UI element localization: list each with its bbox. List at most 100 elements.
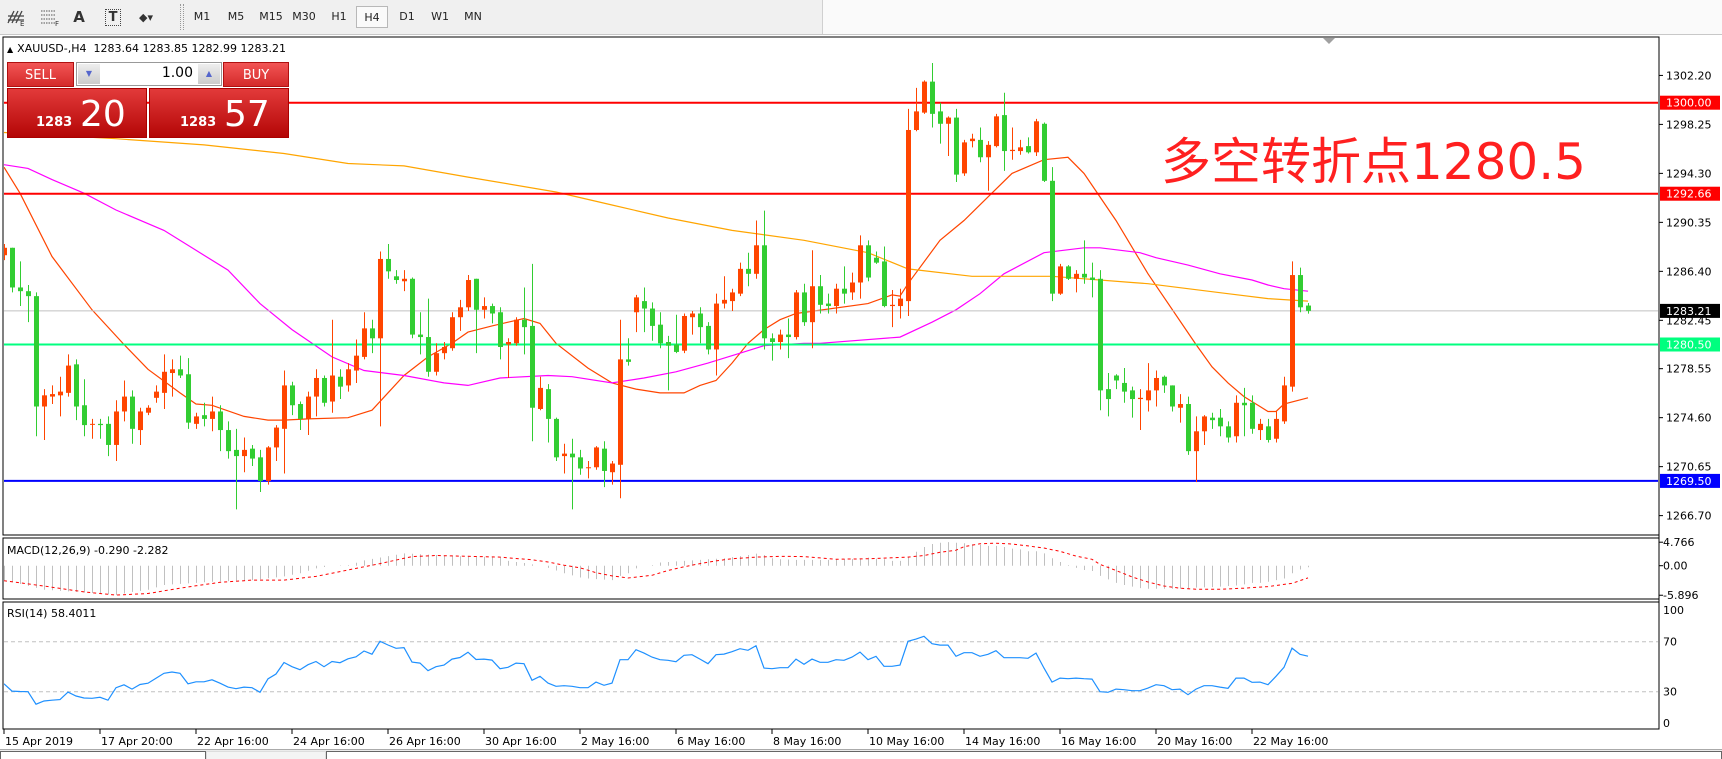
sell-button[interactable]: SELL bbox=[7, 62, 74, 87]
sell-price-box[interactable]: 1283 20 bbox=[7, 88, 147, 138]
candle bbox=[866, 240, 871, 282]
candle-body bbox=[90, 423, 95, 425]
chart-shift-marker[interactable] bbox=[1323, 38, 1335, 44]
candle bbox=[554, 417, 559, 462]
timeframe-h1[interactable]: H1 bbox=[331, 10, 347, 23]
candle bbox=[522, 287, 527, 355]
candle bbox=[642, 287, 647, 333]
timeframe-m30[interactable]: M30 bbox=[292, 10, 316, 23]
price-tick-label: 1298.25 bbox=[1666, 118, 1712, 131]
candle-body bbox=[1106, 389, 1111, 400]
candle-body bbox=[154, 391, 159, 398]
ohlc-values: 1283.64 1283.85 1282.99 1283.21 bbox=[93, 42, 286, 55]
candle-body bbox=[898, 298, 903, 307]
candle-body bbox=[714, 303, 719, 350]
candle-body bbox=[378, 258, 383, 339]
candle-body bbox=[274, 427, 279, 448]
time-tick-label: 30 Apr 16:00 bbox=[485, 735, 557, 748]
collapse-triangle-icon[interactable]: ▲ bbox=[7, 45, 14, 54]
candle-body bbox=[26, 291, 31, 297]
candle-body bbox=[1130, 390, 1135, 400]
candle bbox=[890, 289, 895, 328]
candle-body bbox=[930, 81, 935, 114]
lot-size-field[interactable]: ▼ 1.00 ▲ bbox=[76, 62, 222, 86]
candle-body bbox=[162, 371, 167, 393]
timeframe-w1[interactable]: W1 bbox=[431, 10, 449, 23]
pivot-annotation-text[interactable]: 多空转折点1280.5 bbox=[1161, 133, 1586, 191]
candle-body bbox=[266, 447, 271, 481]
elliott-wave-icon[interactable]: E bbox=[4, 5, 30, 29]
time-axis: 15 Apr 2019 17 Apr 20:00 22 Apr 16:00 24 Ap… bbox=[3, 729, 1328, 748]
buy-price-box[interactable]: 1283 57 bbox=[149, 88, 289, 138]
timeframe-m5[interactable]: M5 bbox=[227, 10, 245, 23]
candle bbox=[1274, 411, 1279, 443]
timeframe-d1[interactable]: D1 bbox=[399, 10, 415, 23]
candle-body bbox=[610, 463, 615, 473]
candle-body bbox=[586, 467, 591, 469]
moving-average-line-1 bbox=[4, 156, 1309, 421]
candle bbox=[1178, 394, 1183, 423]
candle bbox=[778, 329, 783, 350]
candle-body bbox=[914, 111, 919, 130]
candle bbox=[138, 407, 143, 445]
candle-body bbox=[1202, 416, 1207, 432]
price-tick-label: 1286.40 bbox=[1666, 265, 1712, 278]
toolbar-separator bbox=[180, 4, 184, 30]
candle bbox=[98, 418, 103, 439]
candle bbox=[474, 278, 479, 354]
candle-body bbox=[178, 369, 183, 376]
candle-body bbox=[578, 457, 583, 469]
candle-body bbox=[970, 138, 975, 142]
candle bbox=[370, 319, 375, 354]
price-tick-label: 1278.55 bbox=[1666, 363, 1712, 376]
buy-button[interactable]: BUY bbox=[223, 62, 289, 87]
candle bbox=[578, 449, 583, 475]
fibonacci-icon[interactable]: F bbox=[37, 5, 63, 29]
candle bbox=[1146, 363, 1151, 412]
candle bbox=[930, 63, 935, 128]
lot-size-value[interactable]: 1.00 bbox=[161, 65, 193, 81]
arrows-dropdown-icon[interactable]: ◆▾ bbox=[139, 10, 153, 24]
candle bbox=[306, 391, 311, 436]
candle bbox=[4, 244, 7, 261]
moving-average-line-3 bbox=[4, 131, 1309, 302]
rsi-title: RSI(14) 58.4011 bbox=[7, 607, 96, 620]
candle bbox=[130, 390, 135, 444]
candle-body bbox=[602, 448, 607, 471]
candle-body bbox=[874, 257, 879, 263]
candle-body bbox=[130, 396, 135, 429]
candle-body bbox=[290, 385, 295, 406]
chart-tab-active[interactable] bbox=[206, 751, 326, 759]
candle bbox=[714, 293, 719, 376]
candle-body bbox=[570, 453, 575, 458]
timeframe-h4[interactable]: H4 bbox=[356, 6, 388, 28]
timeframe-mn[interactable]: MN bbox=[464, 10, 482, 23]
candle bbox=[114, 400, 119, 462]
candle-body bbox=[394, 276, 399, 281]
candle-body bbox=[1306, 305, 1311, 311]
candle bbox=[1042, 122, 1047, 183]
candle bbox=[722, 276, 727, 309]
text-icon[interactable]: A bbox=[73, 8, 85, 26]
candle-body bbox=[1042, 123, 1047, 181]
candle-body bbox=[802, 292, 807, 323]
timeframe-m15[interactable]: M15 bbox=[259, 10, 283, 23]
candle bbox=[66, 354, 71, 397]
candle-body bbox=[98, 423, 103, 426]
candle bbox=[1114, 374, 1119, 390]
lot-decrease-button[interactable]: ▼ bbox=[78, 64, 100, 84]
timeframe-m1[interactable]: M1 bbox=[193, 10, 211, 23]
text-label-icon[interactable]: T bbox=[100, 5, 126, 29]
candle-body bbox=[666, 342, 671, 346]
candle-body bbox=[562, 453, 567, 457]
candle-body bbox=[82, 405, 87, 426]
lot-increase-button[interactable]: ▲ bbox=[198, 64, 220, 84]
candle-body bbox=[730, 292, 735, 302]
chart-tab[interactable] bbox=[0, 751, 206, 759]
candle-body bbox=[650, 308, 655, 326]
candle bbox=[106, 416, 111, 457]
candle-body bbox=[146, 407, 151, 413]
candle bbox=[594, 446, 599, 470]
candle bbox=[378, 251, 383, 427]
